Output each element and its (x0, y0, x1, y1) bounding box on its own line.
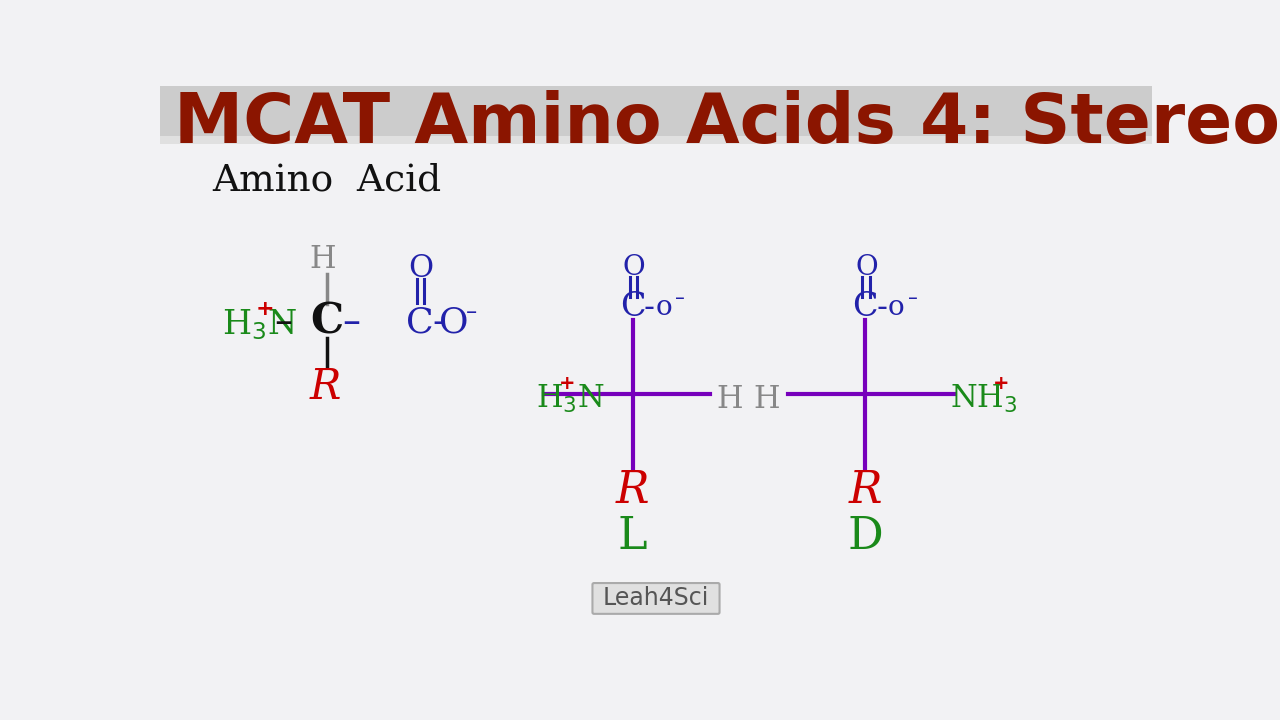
Text: D: D (847, 516, 883, 559)
Text: Amino  Acid: Amino Acid (212, 162, 442, 198)
Text: o: o (655, 294, 672, 321)
Text: -: - (876, 293, 887, 322)
Text: NH$_3$: NH$_3$ (951, 383, 1018, 415)
Text: H: H (754, 384, 780, 415)
Text: –: – (275, 306, 293, 340)
Text: MCAT Amino Acids 4: Stereochemistry: MCAT Amino Acids 4: Stereochemistry (174, 90, 1280, 158)
Text: +: + (256, 299, 275, 319)
Text: O: O (855, 254, 878, 281)
Text: C: C (620, 292, 645, 323)
Text: C: C (310, 300, 343, 342)
Text: R: R (849, 469, 882, 512)
Text: -: - (644, 293, 654, 322)
Text: O: O (623, 254, 645, 281)
Text: O: O (408, 253, 434, 284)
Text: +: + (992, 374, 1009, 393)
Bar (160, 137, 1152, 144)
Text: O: O (439, 306, 468, 340)
Text: H$_3$N: H$_3$N (536, 383, 604, 415)
Bar (160, 86, 1152, 144)
Text: Leah4Sci: Leah4Sci (603, 587, 709, 611)
Text: H$_3$N: H$_3$N (221, 307, 297, 342)
Text: –: – (676, 289, 685, 308)
Text: H: H (717, 384, 742, 415)
FancyBboxPatch shape (593, 583, 719, 614)
Text: R: R (616, 469, 649, 512)
Text: –: – (342, 306, 360, 340)
Text: R: R (310, 366, 340, 408)
Text: –: – (908, 289, 918, 308)
Text: L: L (618, 516, 648, 559)
Text: H: H (310, 244, 335, 275)
Text: C: C (852, 292, 878, 323)
Text: o: o (888, 294, 905, 321)
Text: –: – (466, 302, 477, 322)
Text: -: - (433, 306, 445, 339)
Text: +: + (558, 374, 575, 393)
Text: C: C (406, 306, 434, 340)
